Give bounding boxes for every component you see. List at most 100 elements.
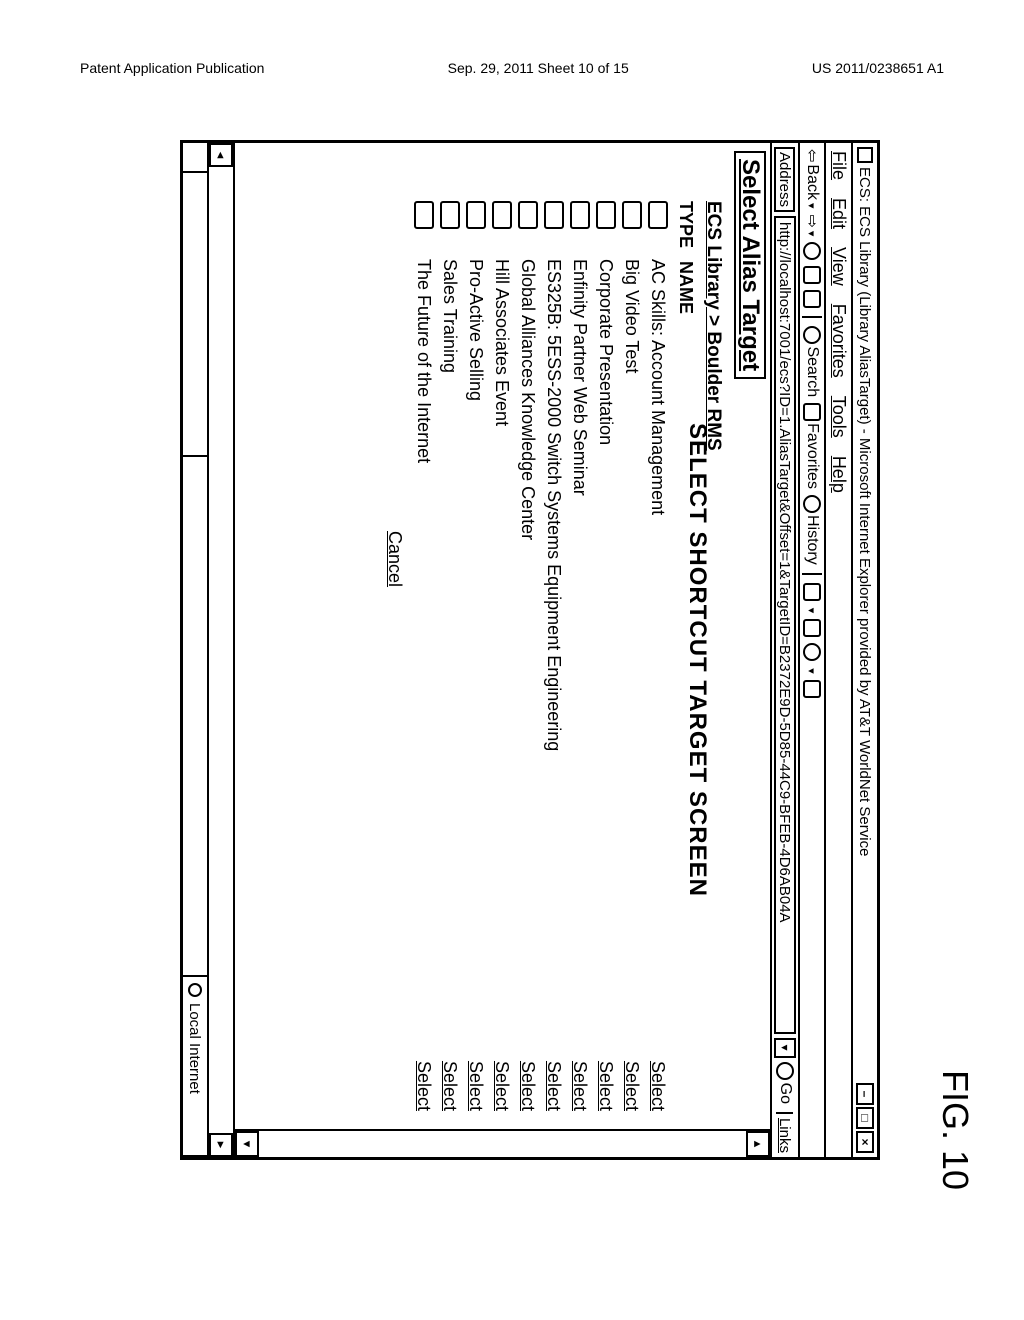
search-label: Search: [803, 346, 821, 397]
status-progress-cell: [183, 457, 207, 977]
search-icon: [803, 326, 821, 344]
type-icon: [440, 201, 460, 229]
select-link[interactable]: Select: [466, 1061, 487, 1111]
pub-right: US 2011/0238651 A1: [812, 60, 944, 76]
menu-bar: File Edit View Favorites Tools Help: [824, 143, 851, 1157]
mail-caret[interactable]: [803, 607, 821, 614]
menu-edit[interactable]: Edit: [828, 198, 849, 229]
zone-label: Local Internet: [187, 1003, 204, 1094]
history-label: History: [803, 515, 821, 565]
type-icon: [622, 201, 642, 229]
patent-header: Patent Application Publication Sep. 29, …: [0, 60, 1024, 76]
select-link[interactable]: Select: [648, 1061, 669, 1111]
row-name: Enfinity Partner Web Seminar: [570, 259, 591, 1061]
history-icon: [803, 495, 821, 513]
row-name: Pro-Active Selling: [466, 259, 487, 1061]
title-bar: ECS: ECS Library (Library AliasTarget) -…: [851, 143, 877, 1157]
edit-caret[interactable]: [803, 667, 821, 674]
select-link[interactable]: Select: [622, 1061, 643, 1111]
row-name: Global Alliances Knowledge Center: [518, 259, 539, 1061]
close-button[interactable]: ×: [856, 1131, 874, 1153]
row-name: The Future of the Internet: [414, 259, 435, 1061]
type-icon: [492, 201, 512, 229]
scroll-up-button[interactable]: ▴: [746, 1131, 770, 1157]
table-row: Sales TrainingSelect: [437, 201, 463, 1121]
select-link[interactable]: Select: [570, 1061, 591, 1111]
edit-icon[interactable]: [803, 643, 821, 661]
table-row: Pro-Active SellingSelect: [463, 201, 489, 1121]
favorites-button[interactable]: Favorites: [803, 403, 821, 489]
search-button[interactable]: Search: [803, 326, 821, 397]
type-icon: [466, 201, 486, 229]
back-label: Back: [803, 164, 821, 200]
home-icon[interactable]: [803, 290, 821, 308]
pub-left: Patent Application Publication: [80, 60, 264, 76]
column-type: TYPE: [675, 201, 696, 261]
app-icon: [857, 147, 873, 163]
menu-tools[interactable]: Tools: [828, 396, 849, 438]
select-link[interactable]: Select: [414, 1061, 435, 1111]
cancel-link[interactable]: Cancel: [384, 531, 405, 1121]
row-name: AC Skills: Account Management: [648, 259, 669, 1061]
type-icon: [570, 201, 590, 229]
discuss-icon[interactable]: [803, 680, 821, 698]
status-zone-cell: Local Internet: [183, 977, 207, 1157]
page-heading: Select Alias Target: [734, 151, 766, 379]
table-row: Corporate PresentationSelect: [593, 201, 619, 1121]
figure-caption: SELECT SHORTCUT TARGET SCREEN: [683, 423, 711, 897]
menu-view[interactable]: View: [828, 247, 849, 286]
select-link[interactable]: Select: [544, 1061, 565, 1111]
go-button[interactable]: Go: [776, 1062, 794, 1104]
status-text-cell: [183, 173, 207, 457]
history-button[interactable]: History: [803, 495, 821, 565]
table-row: Enfinity Partner Web SeminarSelect: [567, 201, 593, 1121]
back-button[interactable]: ⇦ Back: [802, 149, 822, 209]
table-row: The Future of the InternetSelect: [411, 201, 437, 1121]
pub-center: Sep. 29, 2011 Sheet 10 of 15: [448, 60, 629, 76]
vertical-scrollbar[interactable]: ▴ ▾: [235, 1131, 770, 1157]
menu-help[interactable]: Help: [828, 456, 849, 493]
address-field[interactable]: http://localhost:7001/ecs?ID=1.AliasTarg…: [774, 216, 796, 1034]
type-icon: [596, 201, 616, 229]
type-icon: [648, 201, 668, 229]
table-row: Big Video TestSelect: [619, 201, 645, 1121]
address-bar: Address http://localhost:7001/ecs?ID=1.A…: [770, 143, 798, 1157]
table-row: Hill Associates EventSelect: [489, 201, 515, 1121]
print-icon[interactable]: [803, 619, 821, 637]
zone-icon: [188, 983, 202, 997]
type-icon: [518, 201, 538, 229]
go-icon: [776, 1062, 794, 1080]
links-label[interactable]: Links: [777, 1112, 794, 1153]
status-bar: Local Internet: [183, 143, 209, 1157]
menu-favorites[interactable]: Favorites: [828, 304, 849, 378]
scroll-down-button[interactable]: ▾: [235, 1131, 259, 1157]
select-link[interactable]: Select: [492, 1061, 513, 1111]
browser-window: ECS: ECS Library (Library AliasTarget) -…: [180, 140, 880, 1160]
select-link[interactable]: Select: [596, 1061, 617, 1111]
row-name: Big Video Test: [622, 259, 643, 1061]
stop-icon[interactable]: [803, 242, 821, 260]
horizontal-scrollbar[interactable]: ◂ ▸: [209, 143, 235, 1157]
table-row: Global Alliances Knowledge CenterSelect: [515, 201, 541, 1121]
scroll-left-button[interactable]: ◂: [209, 143, 233, 167]
maximize-button[interactable]: □: [856, 1107, 874, 1129]
go-label: Go: [776, 1083, 794, 1104]
address-dropdown[interactable]: ▾: [774, 1038, 796, 1058]
table-row: ES325B: 5ESS-2000 Switch Systems Equipme…: [541, 201, 567, 1121]
select-link[interactable]: Select: [518, 1061, 539, 1111]
row-name: Sales Training: [440, 259, 461, 1061]
row-name: ES325B: 5ESS-2000 Switch Systems Equipme…: [544, 259, 565, 1061]
select-link[interactable]: Select: [440, 1061, 461, 1111]
row-name: Hill Associates Event: [492, 259, 513, 1061]
address-label: Address: [775, 147, 796, 212]
favorites-icon: [803, 403, 821, 421]
refresh-icon[interactable]: [803, 266, 821, 284]
menu-file[interactable]: File: [828, 151, 849, 180]
toolbar: ⇦ Back ⇨ Search Favorites History: [798, 143, 824, 1157]
mail-icon[interactable]: [803, 583, 821, 601]
scroll-right-button[interactable]: ▸: [209, 1133, 233, 1157]
figure-label: FIG. 10: [934, 1070, 976, 1190]
forward-button[interactable]: ⇨: [802, 215, 822, 237]
row-name: Corporate Presentation: [596, 259, 617, 1061]
minimize-button[interactable]: –: [856, 1083, 874, 1105]
